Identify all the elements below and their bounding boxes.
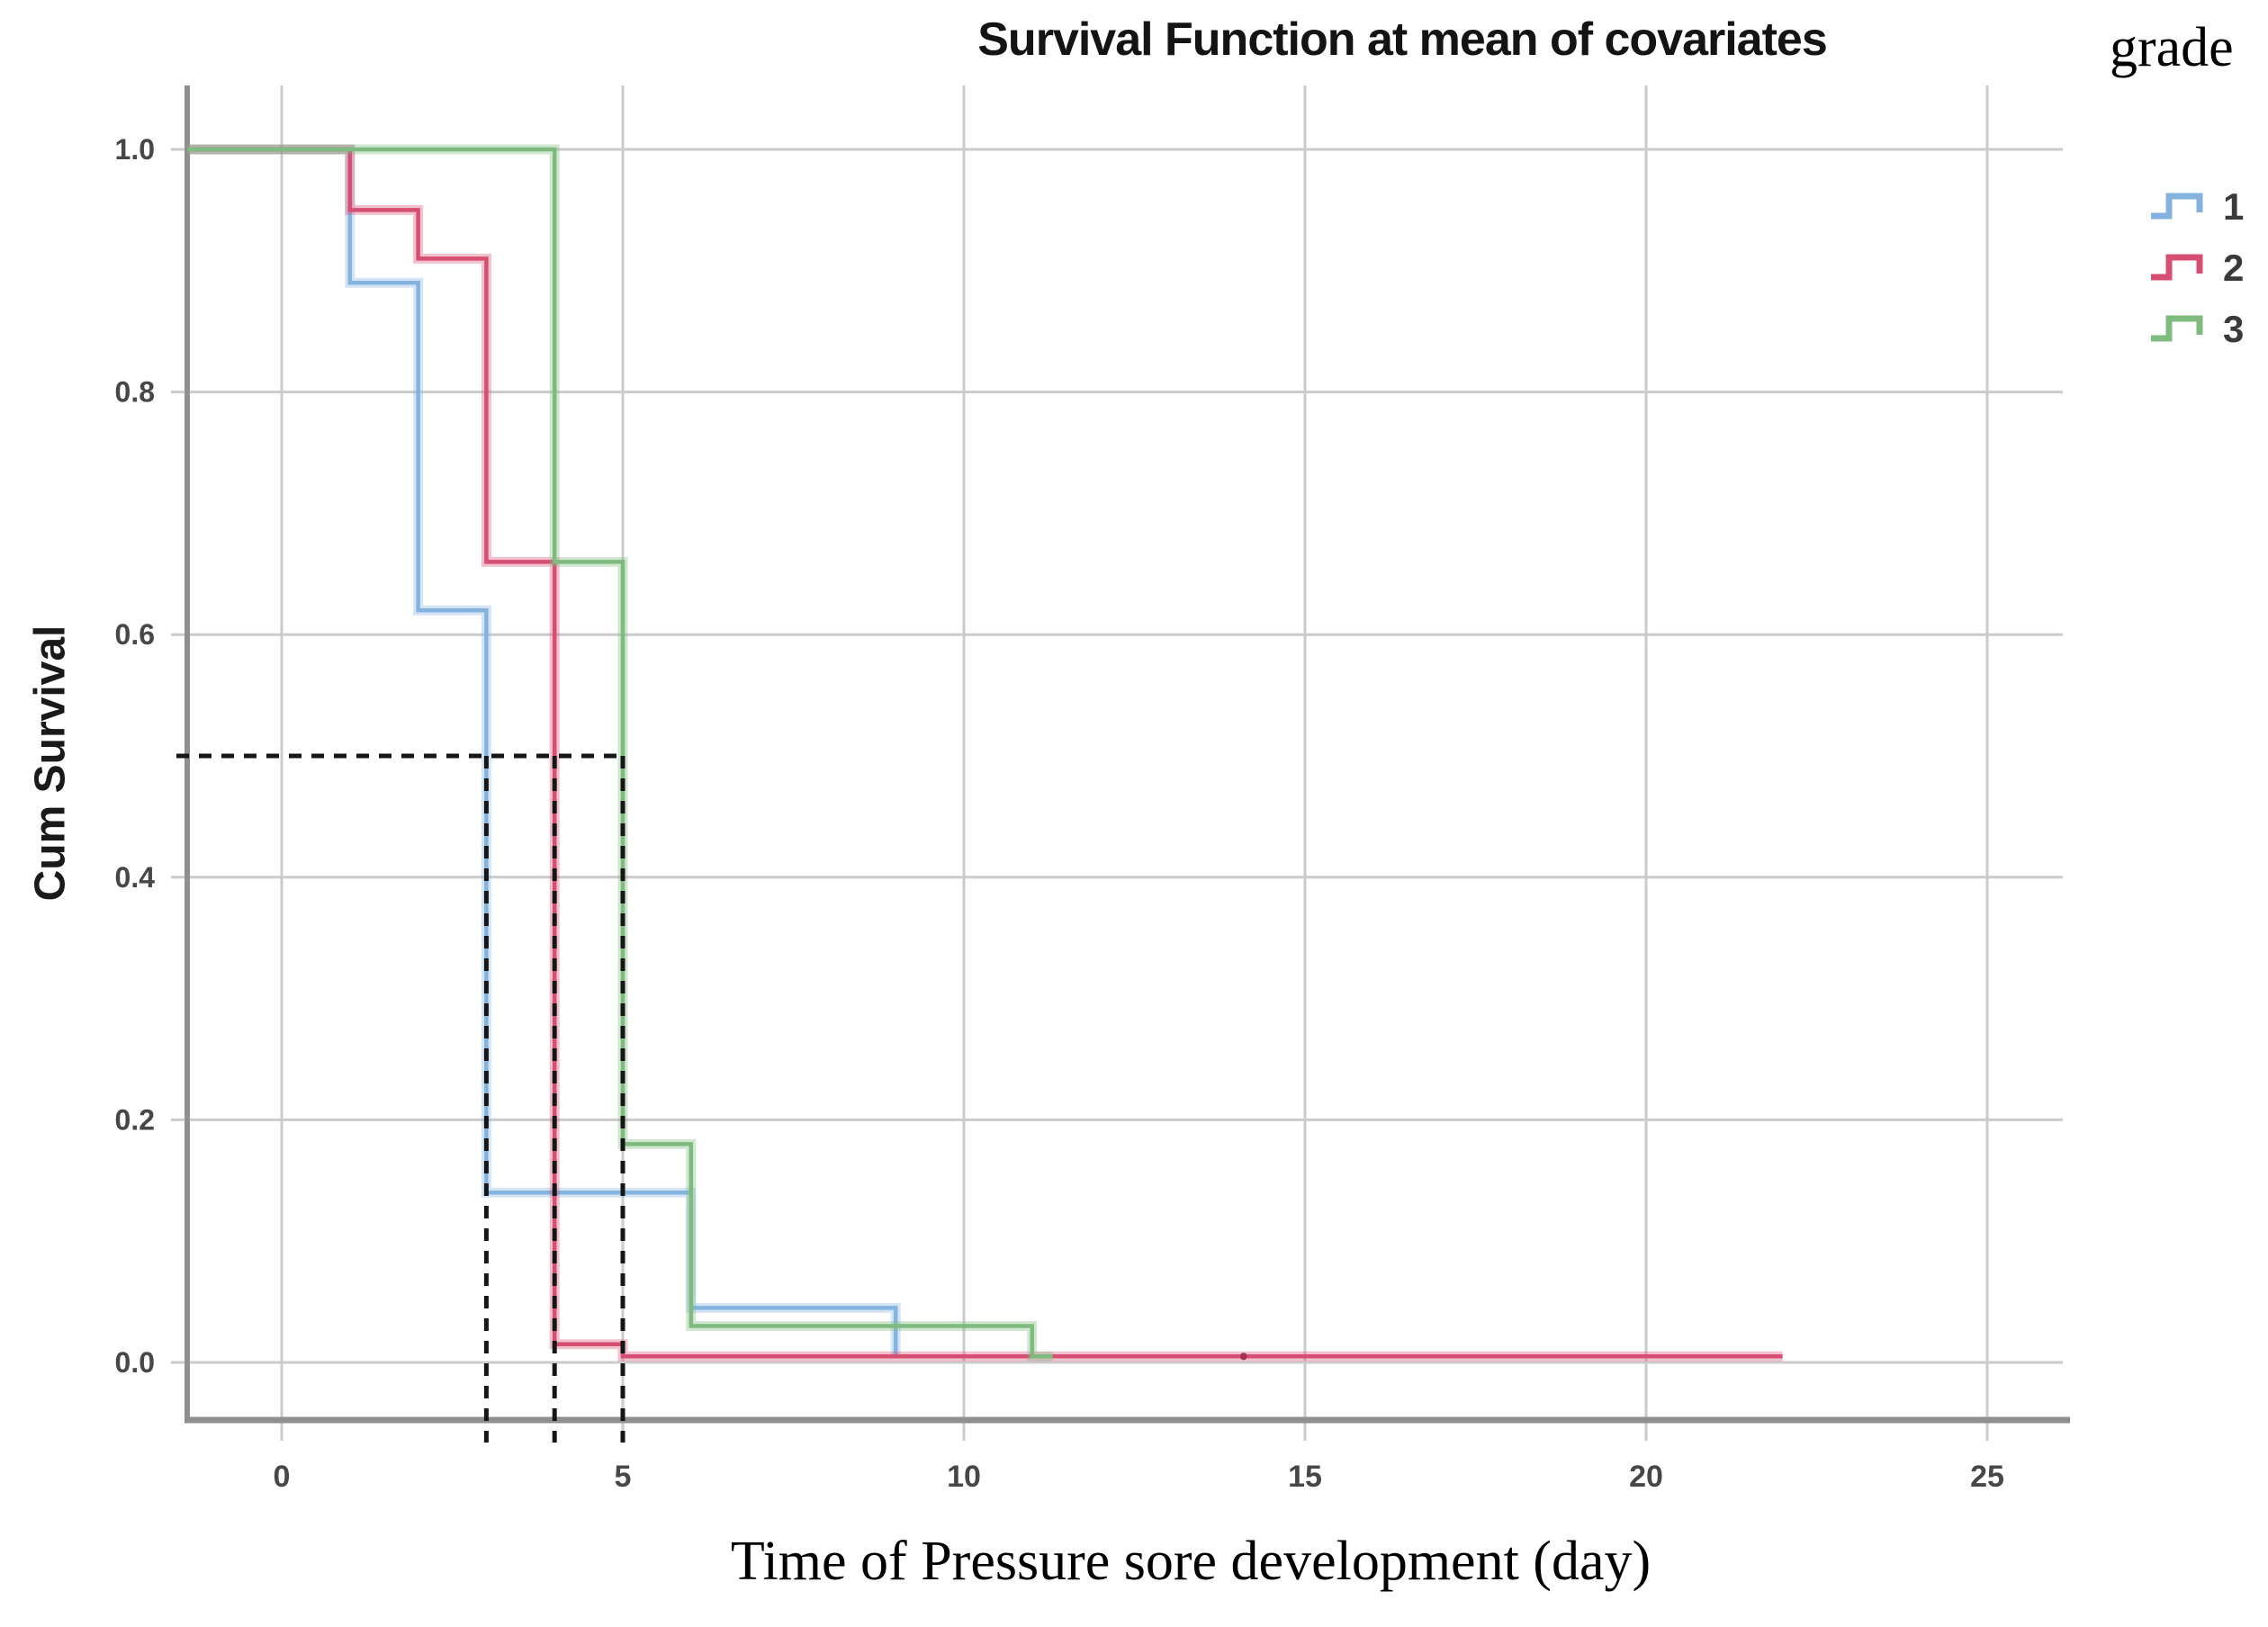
curve-grade-1-halo — [187, 144, 901, 1357]
legend-label-grade-2: 2 — [2223, 247, 2245, 289]
legend-label-grade-1: 1 — [2223, 185, 2245, 228]
x-tick-label-20: 20 — [1629, 1460, 1663, 1494]
legend-step-icon-grade-3 — [2151, 315, 2203, 342]
legend-step-icon-grade-1 — [2151, 193, 2203, 220]
legend-item-grade-3: 3 — [2149, 308, 2244, 351]
legend-label-grade-3: 3 — [2223, 308, 2245, 350]
legend: 1 2 3 — [2149, 185, 2244, 351]
y-tick-label-0.6: 0.6 — [115, 618, 155, 651]
y-tick-label-0.4: 0.4 — [115, 861, 156, 894]
legend-title: grade — [2110, 17, 2234, 78]
x-tick-label-25: 25 — [1970, 1460, 2004, 1494]
chart-title: Survival Function at mean of covariates — [977, 13, 1828, 66]
x-axis-title: Time of Pressure sore development (day) — [730, 1531, 1652, 1592]
y-tick-label-1.0: 1.0 — [115, 133, 155, 166]
x-tick-label-15: 15 — [1288, 1460, 1322, 1494]
y-tick-label-0.0: 0.0 — [115, 1346, 155, 1379]
curve-grade-3-halo — [187, 144, 1053, 1362]
curve-grade-3 — [187, 147, 1053, 1359]
curve-grade-2-halo — [187, 144, 1783, 1362]
legend-step-icon-grade-2 — [2151, 254, 2203, 281]
legend-item-grade-2: 2 — [2149, 247, 2244, 290]
curve-grade-1 — [187, 147, 898, 1357]
curve-grade-2 — [187, 147, 1783, 1359]
y-tick-label-0.8: 0.8 — [115, 376, 155, 409]
x-tick-label-0: 0 — [274, 1460, 291, 1494]
x-tick-label-5: 5 — [615, 1460, 632, 1494]
legend-item-grade-1: 1 — [2149, 185, 2244, 229]
x-tick-label-10: 10 — [947, 1460, 981, 1494]
y-tick-label-0.2: 0.2 — [115, 1103, 155, 1136]
censor-mark — [1239, 1353, 1247, 1361]
